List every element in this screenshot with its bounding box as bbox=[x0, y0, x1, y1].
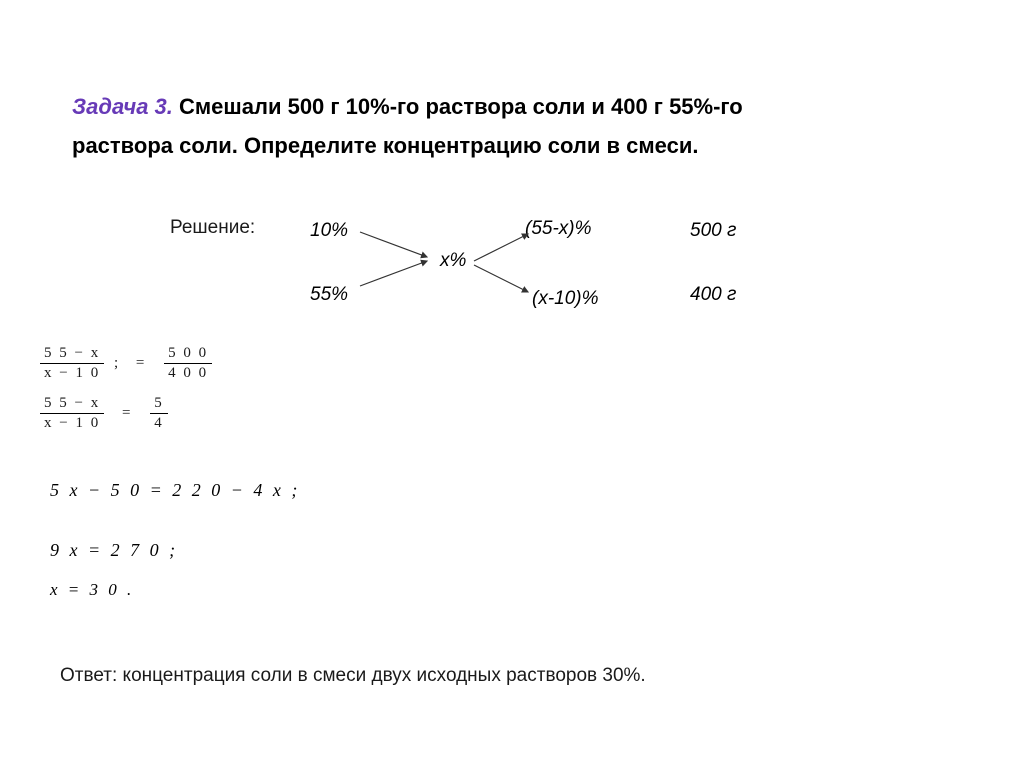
semicolon: ; bbox=[114, 355, 120, 372]
step-3: x = 3 0 . bbox=[50, 580, 134, 600]
step-1: 5 x − 5 0 = 2 2 0 − 4 x ; bbox=[50, 480, 300, 501]
cross-center: х% bbox=[440, 250, 466, 272]
mass-bottom: 400 г bbox=[690, 284, 736, 306]
frac1-lhs-den: x − 1 0 bbox=[40, 364, 104, 382]
frac1-rhs-den: 4 0 0 bbox=[164, 364, 212, 382]
equals-sign: = bbox=[136, 355, 146, 372]
frac2-rhs-den: 4 bbox=[150, 414, 168, 432]
step-2: 9 x = 2 7 0 ; bbox=[50, 540, 178, 561]
cross-bottom-right: (х-10)% bbox=[532, 288, 599, 310]
arrows-converge-icon bbox=[355, 224, 435, 294]
cross-diagram: 10% 55% х% (55-х)% (х-10)% 500 г 400 г bbox=[310, 208, 770, 328]
fraction-equation-2: 5 5 − x x − 1 0 = 5 4 bbox=[36, 395, 172, 432]
frac2-lhs-den: x − 1 0 bbox=[40, 414, 104, 432]
solution-label: Решение: bbox=[170, 217, 255, 239]
frac1-lhs-num: 5 5 − x bbox=[40, 345, 104, 364]
mass-top: 500 г bbox=[690, 220, 736, 242]
cross-top-left: 10% bbox=[310, 220, 348, 242]
frac1-rhs-num: 5 0 0 bbox=[164, 345, 212, 364]
frac2-lhs-num: 5 5 − x bbox=[40, 395, 104, 414]
arrows-diverge-icon bbox=[470, 228, 540, 298]
title-line1: Смешали 500 г 10%-го раствора соли и 400… bbox=[173, 94, 743, 119]
equals-sign: = bbox=[122, 405, 132, 422]
problem-title: Задача 3. Смешали 500 г 10%-го раствора … bbox=[72, 88, 952, 165]
answer-text: Ответ: концентрация соли в смеси двух ис… bbox=[60, 665, 646, 687]
fraction-equation-1: 5 5 − x x − 1 0 ; = 5 0 0 4 0 0 bbox=[36, 345, 216, 382]
title-lead: Задача 3. bbox=[72, 94, 173, 119]
frac2-rhs-num: 5 bbox=[150, 395, 168, 414]
title-line2: раствора соли. Определите концентрацию с… bbox=[72, 133, 698, 158]
cross-bottom-left: 55% bbox=[310, 284, 348, 306]
